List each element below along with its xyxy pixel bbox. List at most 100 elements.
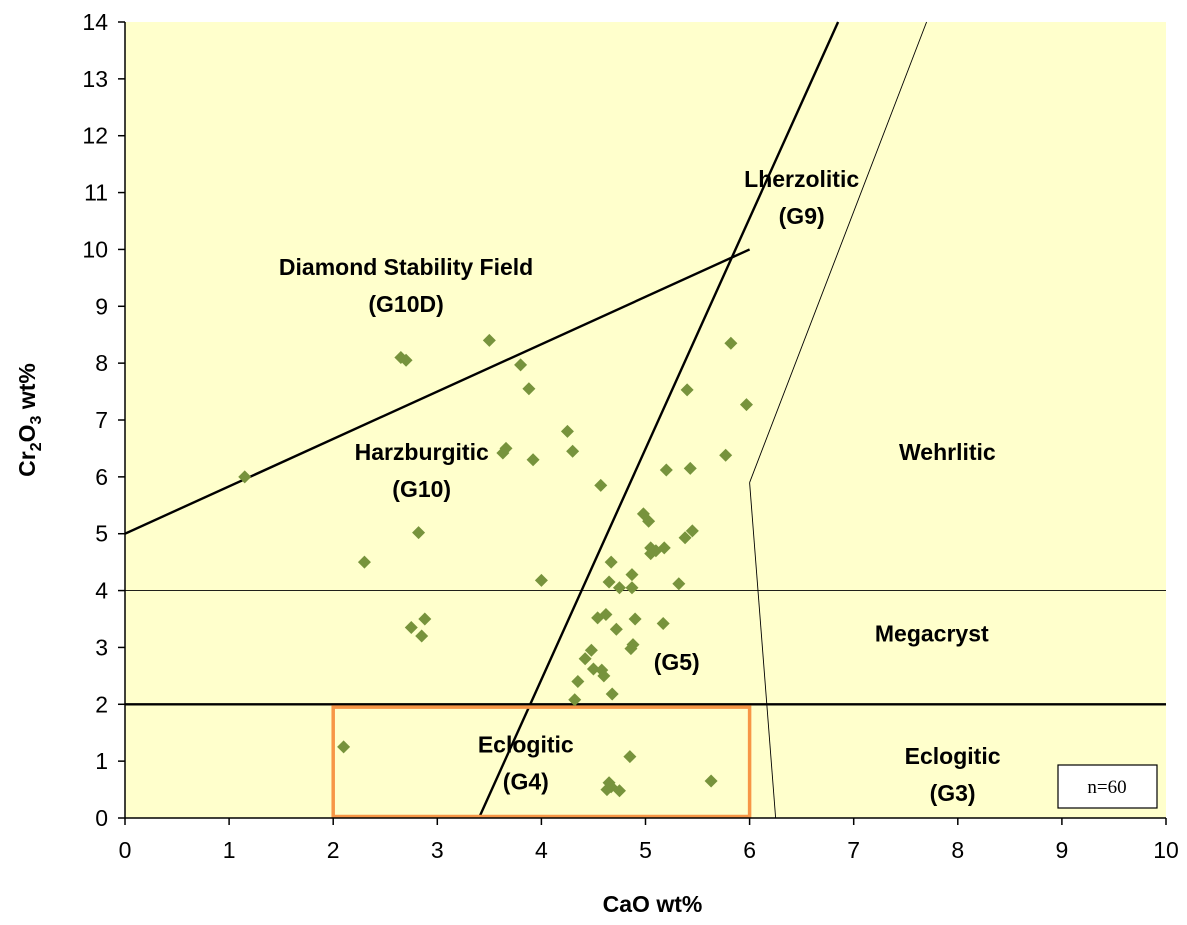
data-point [683,461,697,475]
data-points [238,333,753,798]
data-point [415,629,429,643]
region-label-harzburgitic: Harzburgitic (G10) [355,439,489,502]
data-point [659,463,673,477]
region-label-eclogitic-g4: Eclogitic (G4) [478,732,574,795]
eclogitic-g4-box [331,705,752,819]
data-point [404,621,418,635]
data-point [739,398,753,412]
y-axis-title-part: O [14,424,40,442]
data-point [625,581,639,595]
region-label-line: (G3) [930,780,976,806]
region-label-line: (G9) [779,203,825,229]
data-point [418,612,432,626]
x-tick-label: 9 [1056,837,1069,863]
y-axis-title-part: wt% [14,363,40,415]
x-tick-label: 7 [847,837,860,863]
data-point [499,441,513,455]
x-axis-title: CaO wt% [603,891,703,917]
y-tick-label: 14 [82,9,108,35]
data-point [724,336,738,350]
y-tick-label: 4 [95,578,108,604]
x-tick-label: 0 [119,837,132,863]
data-point [594,478,608,492]
g9-g10-boundary [477,21,840,819]
y-axis-title-subscript: 3 [28,415,45,424]
y-tick-label: 13 [82,66,108,92]
y-tick-label: 3 [95,634,108,660]
y-tick-label: 11 [84,180,108,206]
sample-count-box [1057,764,1158,809]
region-label-line: Eclogitic [478,732,574,758]
x-tick-label: 4 [535,837,548,863]
x-tick-label: 8 [951,837,964,863]
data-point [591,611,605,625]
region-label-eclogitic-g3: Eclogitic (G3) [905,743,1001,806]
data-point [568,693,582,707]
data-point [514,358,528,372]
data-point [612,581,626,595]
region-label-line: Wehrlitic [899,439,996,465]
region-label-line: (G5) [654,649,700,675]
region-labels: Diamond Stability Field (G10D) Harzburgiti… [279,166,1001,806]
data-point [656,617,670,631]
data-point [566,444,580,458]
wehrlitic-boundary-lower [749,482,777,819]
region-label-wehrlitic: Wehrlitic [899,439,996,465]
data-point [600,783,614,797]
region-label-diamond: Diamond Stability Field (G10D) [279,254,533,317]
region-label-line: Megacryst [875,621,989,647]
y-axis-title-subscript: 2 [28,442,45,451]
y-tick-label: 2 [95,691,108,717]
data-point [625,568,639,582]
data-point [704,774,718,788]
y-tick-label: 7 [95,407,108,433]
region-label-line: (G10D) [368,291,443,317]
wehrlitic-boundary-upper [749,21,927,483]
plot-area [125,22,1166,818]
y-tick-label: 1 [95,748,108,774]
data-point [612,784,626,798]
data-point [680,383,694,397]
y-tick-label: 12 [82,123,108,149]
region-label-megacryst: Megacryst [875,621,989,647]
region-label-line: Lherzolitic [744,166,859,192]
data-point [238,470,252,484]
diamond-boundary [124,248,751,535]
data-point [399,353,413,367]
region-label-lherzolitic: Lherzolitic (G9) [744,166,859,229]
x-tick-label: 10 [1153,837,1179,863]
x-axis-ticks: 0 1 2 3 4 5 6 7 8 9 10 [119,818,1179,863]
y-tick-label: 5 [95,521,108,547]
data-point [719,448,733,462]
y-tick-label: 8 [95,350,108,376]
y-axis-title: Cr2O3 wt% [14,363,45,477]
data-point [357,555,371,569]
data-point [526,453,540,467]
data-point [628,612,642,626]
data-point [584,643,598,657]
data-point [685,524,699,538]
region-label-g5: (G5) [654,649,700,675]
data-point [604,555,618,569]
data-point [624,642,638,656]
data-point [597,669,611,683]
data-point [649,544,663,558]
x-tick-label: 2 [327,837,340,863]
data-point [571,675,585,689]
data-point [522,382,536,396]
x-tick-label: 5 [639,837,652,863]
region-label-line: Harzburgitic [355,439,489,465]
region-label-line: Diamond Stability Field [279,254,533,280]
x-tick-label: 1 [223,837,236,863]
data-point [678,531,692,545]
data-point [337,740,351,754]
data-point [602,575,616,589]
x-tick-label: 3 [431,837,444,863]
data-point [642,514,656,528]
data-point [605,687,619,701]
y-tick-label: 9 [95,293,108,319]
region-label-line: (G10) [392,476,451,502]
data-point [586,662,600,676]
